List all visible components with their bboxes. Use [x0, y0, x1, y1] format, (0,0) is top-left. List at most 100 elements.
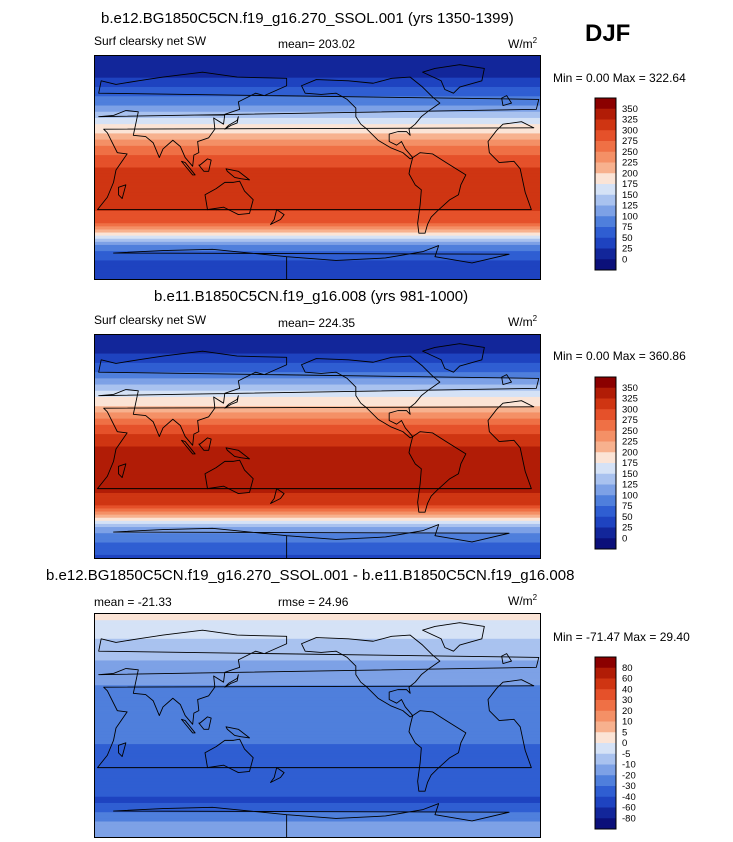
map-zonal-band — [95, 790, 540, 795]
map-zonal-band — [95, 644, 540, 649]
coastline — [97, 400, 535, 490]
colorbar-swatch — [595, 98, 616, 110]
colorbar-tick-label: 250 — [622, 426, 638, 437]
panel-3-minmax: Min = -71.47 Max = 29.40 — [553, 630, 690, 644]
colorbar-frame — [594, 656, 617, 830]
colorbar-swatch — [595, 173, 616, 185]
colorbar-swatch — [595, 506, 616, 518]
map-zonal-band — [95, 338, 540, 342]
map-zonal-band — [95, 806, 540, 810]
colorbar-swatch — [595, 818, 616, 830]
colorbar-swatch — [595, 430, 616, 442]
map-zonal-band — [95, 713, 540, 717]
panel-2-title: b.e11.B1850C5CN.f19_g16.008 (yrs 981-100… — [154, 288, 469, 305]
map-zonal-band — [95, 437, 540, 441]
map-zonal-band — [95, 164, 540, 168]
colorbar-tick-label: 40 — [622, 684, 633, 695]
map-zonal-band — [95, 263, 540, 268]
map-zonal-band — [95, 406, 540, 410]
map-zonal-band — [95, 617, 540, 621]
colorbar-swatch — [595, 775, 616, 787]
map-zonal-band — [95, 827, 540, 832]
coastline — [225, 726, 250, 739]
map-zonal-band — [95, 452, 540, 457]
coastline — [422, 622, 485, 652]
panel-1-map-svg — [95, 56, 540, 279]
coastline — [204, 738, 254, 774]
coastline — [270, 767, 285, 783]
map-zonal-band — [95, 93, 540, 97]
coastline — [270, 488, 285, 504]
colorbar-swatch — [595, 194, 616, 206]
colorbar-tick-label: 175 — [622, 179, 638, 190]
colorbar-tick-label: 25 — [622, 244, 633, 255]
map-zonal-band — [95, 372, 540, 376]
colorbar-tick-label: 325 — [622, 115, 638, 126]
coastline — [408, 710, 467, 792]
colorbar-tick-label: 125 — [622, 201, 638, 212]
colorbar-tick-label: 300 — [622, 404, 638, 415]
colorbar-swatch — [595, 538, 616, 550]
map-zonal-band — [95, 710, 540, 714]
map-zonal-band — [95, 784, 540, 788]
map-zonal-band — [95, 347, 540, 351]
map-zonal-band — [95, 108, 540, 113]
colorbar-frame — [594, 97, 617, 271]
map-zonal-band — [95, 657, 540, 661]
map-zonal-band — [95, 514, 540, 519]
map-zonal-band — [95, 443, 540, 447]
colorbar-tick-label: -30 — [622, 781, 636, 792]
panel-2-map-svg — [95, 335, 540, 558]
colorbar-tick-label: 10 — [622, 717, 633, 728]
colorbar-swatch — [595, 441, 616, 453]
map-zonal-band — [95, 424, 540, 429]
map-zonal-band — [95, 244, 540, 249]
colorbar-swatch — [595, 721, 616, 733]
colorbar-swatch — [595, 387, 616, 399]
colorbar-tick-label: 80 — [622, 663, 633, 674]
map-zonal-band — [95, 505, 540, 509]
map-zonal-band — [95, 638, 540, 643]
map-zonal-band — [95, 359, 540, 364]
map-zonal-band — [95, 114, 540, 119]
map-zonal-band — [95, 341, 540, 345]
map-zonal-band — [95, 111, 540, 116]
map-zonal-band — [95, 427, 540, 432]
colorbar-swatch — [595, 108, 616, 120]
map-zonal-band — [95, 614, 540, 618]
colorbar-swatch — [595, 484, 616, 496]
map-zonal-band — [95, 753, 540, 757]
colorbar-tick-label: 225 — [622, 437, 638, 448]
map-zonal-band — [95, 182, 540, 187]
map-zonal-band — [95, 468, 540, 472]
coastline — [198, 437, 212, 451]
map-zonal-band — [95, 455, 540, 460]
map-zonal-band — [95, 96, 540, 100]
panel-3-mean-label: mean = -21.33 — [94, 595, 172, 609]
map-zonal-band — [95, 465, 540, 469]
colorbar-swatch — [595, 463, 616, 475]
map-zonal-band — [95, 155, 540, 159]
map-zonal-band — [95, 669, 540, 674]
colorbar-frame — [594, 376, 617, 550]
colorbar-swatch — [595, 689, 616, 701]
map-zonal-band — [95, 799, 540, 804]
map-zonal-band — [95, 759, 540, 764]
map-zonal-band — [95, 421, 540, 426]
map-zonal-band — [95, 771, 540, 776]
map-zonal-band — [95, 80, 540, 85]
map-zonal-band — [95, 474, 540, 478]
colorbar-tick-label: 150 — [622, 190, 638, 201]
colorbar-swatch — [595, 807, 616, 819]
panel-1-units: W/m2 — [508, 36, 538, 51]
panel-2-minmax: Min = 0.00 Max = 360.86 — [553, 349, 686, 363]
panel-2-units: W/m2 — [508, 314, 538, 329]
colorbar-tick-label: 0 — [622, 254, 627, 265]
panel-3-colorbar: 80 60 40 30 20 10 5 0 -5 -10 -20 -30 -40 -60 -80 — [594, 656, 665, 835]
colorbar-swatch — [595, 420, 616, 432]
coastline — [113, 803, 510, 837]
coastline — [270, 209, 285, 225]
coastline — [198, 158, 212, 172]
colorbar-tick-label: 25 — [622, 523, 633, 534]
map-zonal-band — [95, 189, 540, 193]
